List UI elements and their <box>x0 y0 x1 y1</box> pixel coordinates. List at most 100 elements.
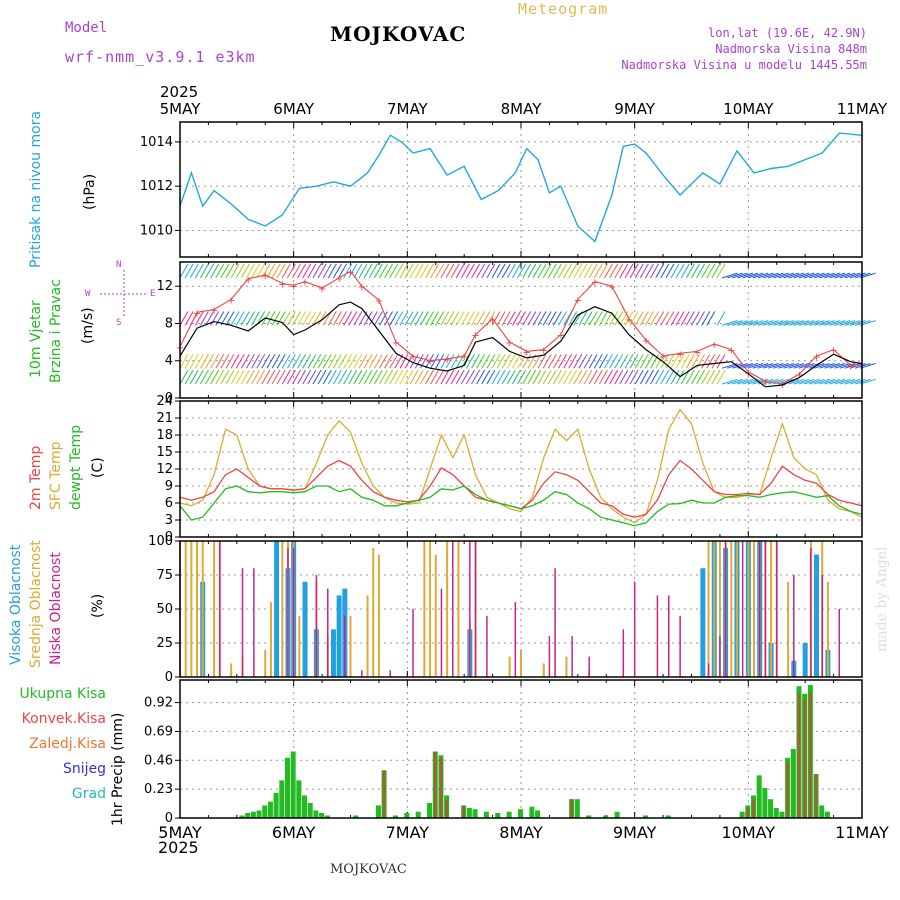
wind-barb <box>373 311 383 326</box>
wind-barb <box>501 311 511 326</box>
wind-barb <box>261 369 271 385</box>
mid-cloud-bar <box>201 541 204 677</box>
mid-cloud-bar <box>264 649 267 677</box>
wind-barb <box>522 263 532 279</box>
wind-barb <box>240 311 250 326</box>
total-precip-bar <box>290 751 296 818</box>
wind-gust-marker: + <box>761 377 769 388</box>
temperature-ytick-label: 24 <box>156 394 173 409</box>
wind-barb <box>302 369 312 385</box>
clouds-frame <box>179 540 863 678</box>
wind-barb <box>373 369 383 385</box>
wind-barb <box>814 320 830 326</box>
wind-barb <box>696 263 706 279</box>
wind-barb <box>414 369 424 385</box>
wind-barb <box>307 263 317 279</box>
wind-barb <box>379 354 388 369</box>
wind-barb <box>348 369 358 385</box>
wind-barb <box>256 263 266 279</box>
mid-cloud-bar <box>423 541 426 677</box>
wind-barb <box>844 378 861 385</box>
bottom-xtick-label: 8MAY <box>499 823 543 842</box>
wind-barb <box>327 354 337 369</box>
wind-barb <box>680 311 690 326</box>
wind-barb <box>645 369 654 385</box>
wind-gust-marker: + <box>829 346 837 357</box>
wind-barb <box>614 263 624 279</box>
low-cloud-bar <box>724 541 727 677</box>
wind-barb <box>542 263 552 279</box>
wind-barb <box>757 272 774 279</box>
total-precip-bar <box>495 812 501 818</box>
wind-barb <box>768 272 784 279</box>
wind-barb <box>307 354 317 369</box>
wind-barb <box>235 263 245 279</box>
total-precip-bar <box>535 810 541 818</box>
wind-barb <box>425 369 434 385</box>
wind-barb <box>460 311 470 326</box>
wind-barb <box>814 378 830 385</box>
mid-cloud-bar <box>269 602 272 677</box>
wind-barb <box>517 263 526 279</box>
mid-cloud-bar <box>446 541 449 677</box>
wind-barb <box>327 311 337 326</box>
wind-barb <box>496 354 506 369</box>
compass-n: N <box>116 260 122 270</box>
wind-barb <box>783 320 800 326</box>
low-cloud-bar <box>633 581 636 677</box>
wind-gust-marker: + <box>210 306 218 317</box>
wind-gust-marker: + <box>488 315 496 326</box>
wind-barb <box>604 369 613 385</box>
wind-barb <box>757 320 774 326</box>
low-cloud-bar <box>668 595 670 677</box>
wind-barb <box>537 369 547 385</box>
wind-barb <box>716 354 726 369</box>
wind-barb <box>409 263 419 279</box>
total-precip-bar <box>250 811 256 818</box>
mid-cloud-bar <box>377 554 380 677</box>
wind-barb <box>425 354 434 369</box>
wind-ytick-label: 12 <box>156 279 173 294</box>
wind-barb <box>435 369 445 385</box>
wind-barb <box>701 311 711 326</box>
wind-barb <box>230 263 240 279</box>
wind-barb <box>491 354 501 369</box>
wind-barb <box>834 320 851 326</box>
wind-barb <box>547 263 557 279</box>
wind-frame <box>179 261 863 399</box>
precip-frz-label: Zaledj.Kisa <box>29 736 106 752</box>
temperature-ytick-label: 9 <box>165 479 173 494</box>
wind-barb <box>200 263 209 279</box>
wind-barb <box>194 369 204 385</box>
wind-barb <box>481 354 491 369</box>
wind-barb <box>542 354 552 369</box>
wind-barb <box>839 378 856 385</box>
conv-precip-bar <box>746 807 750 818</box>
low-cloud-bar <box>554 568 556 677</box>
wind-barb <box>568 354 578 369</box>
wind-barb <box>414 354 424 369</box>
wind-barb <box>409 369 419 385</box>
total-precip-bar <box>779 811 785 818</box>
wind-barb <box>860 272 876 279</box>
wind-barb <box>353 354 363 369</box>
wind-barb <box>368 369 378 385</box>
wind-barb <box>194 354 204 369</box>
top-xtick-label: 11MAY <box>837 100 888 118</box>
wind-gust-marker: + <box>227 295 235 306</box>
wind-gust-marker: + <box>574 295 582 306</box>
mid-cloud-bar <box>184 541 187 677</box>
wind-barb <box>491 263 501 279</box>
conv-precip-bar <box>814 774 818 818</box>
wind-barb <box>466 354 475 369</box>
wind-barb <box>860 378 876 385</box>
wind-barb <box>384 263 393 279</box>
wind-barb <box>358 263 368 279</box>
wind-barb <box>312 311 322 326</box>
wind-barb <box>583 369 593 385</box>
total-precip-bar <box>518 809 523 818</box>
mid-cloud-bar <box>196 541 199 677</box>
wind-barb <box>527 369 537 385</box>
precip-ytick-label: 0 <box>165 811 173 826</box>
wind-barb <box>598 311 608 326</box>
